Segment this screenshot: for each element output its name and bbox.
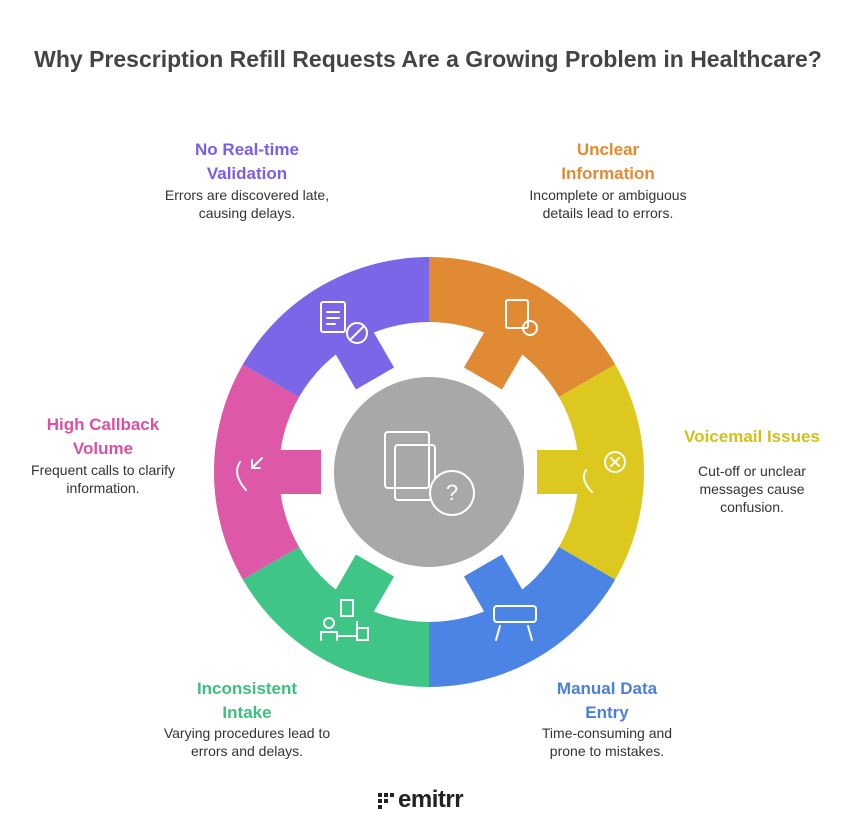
icon bbox=[384, 431, 430, 489]
segment bbox=[558, 364, 645, 580]
icon bbox=[394, 444, 436, 501]
segment-description: Errors are discovered late, causing dela… bbox=[164, 187, 330, 221]
icon bbox=[429, 470, 475, 516]
icon bbox=[320, 621, 369, 641]
segment bbox=[429, 547, 616, 687]
segment-description: Time-consuming and prone to mistakes. bbox=[541, 725, 673, 759]
segment-description: Incomplete or ambiguous details lead to … bbox=[529, 187, 687, 221]
icon: ? bbox=[446, 480, 458, 505]
segment-title: No Real-time Validation bbox=[195, 140, 299, 183]
icon bbox=[326, 311, 364, 340]
segment-title: Voicemail Issues bbox=[684, 427, 820, 446]
segment-description: Cut-off or unclear messages cause confus… bbox=[698, 463, 806, 515]
segment bbox=[242, 547, 429, 687]
icon bbox=[346, 322, 368, 344]
tab bbox=[333, 329, 395, 390]
tab bbox=[463, 554, 525, 615]
segment-title: Inconsistent Intake bbox=[196, 679, 298, 722]
icon bbox=[320, 301, 346, 333]
title: Why Prescription Refill Requests Are a G… bbox=[34, 46, 822, 72]
icon bbox=[583, 457, 620, 493]
segment-description: Frequent calls to clarify information. bbox=[31, 462, 175, 496]
icon bbox=[236, 457, 263, 491]
segment-title: High Callback Volume bbox=[46, 415, 160, 458]
icon bbox=[604, 451, 626, 473]
segment-title: Manual Data Entry bbox=[556, 679, 658, 722]
icon bbox=[495, 625, 533, 641]
icon bbox=[323, 617, 335, 629]
icon bbox=[505, 299, 529, 329]
segment bbox=[213, 364, 300, 580]
segment-title: Unclear Information bbox=[561, 140, 655, 183]
icon bbox=[340, 599, 354, 617]
icon bbox=[493, 605, 537, 623]
segment bbox=[242, 257, 429, 397]
segment-description: Varying procedures lead to errors and de… bbox=[163, 725, 331, 759]
tab bbox=[463, 329, 525, 390]
logo: emitrr bbox=[398, 786, 464, 813]
tab bbox=[333, 554, 395, 615]
icon bbox=[522, 320, 538, 336]
icons: ? bbox=[236, 299, 626, 641]
